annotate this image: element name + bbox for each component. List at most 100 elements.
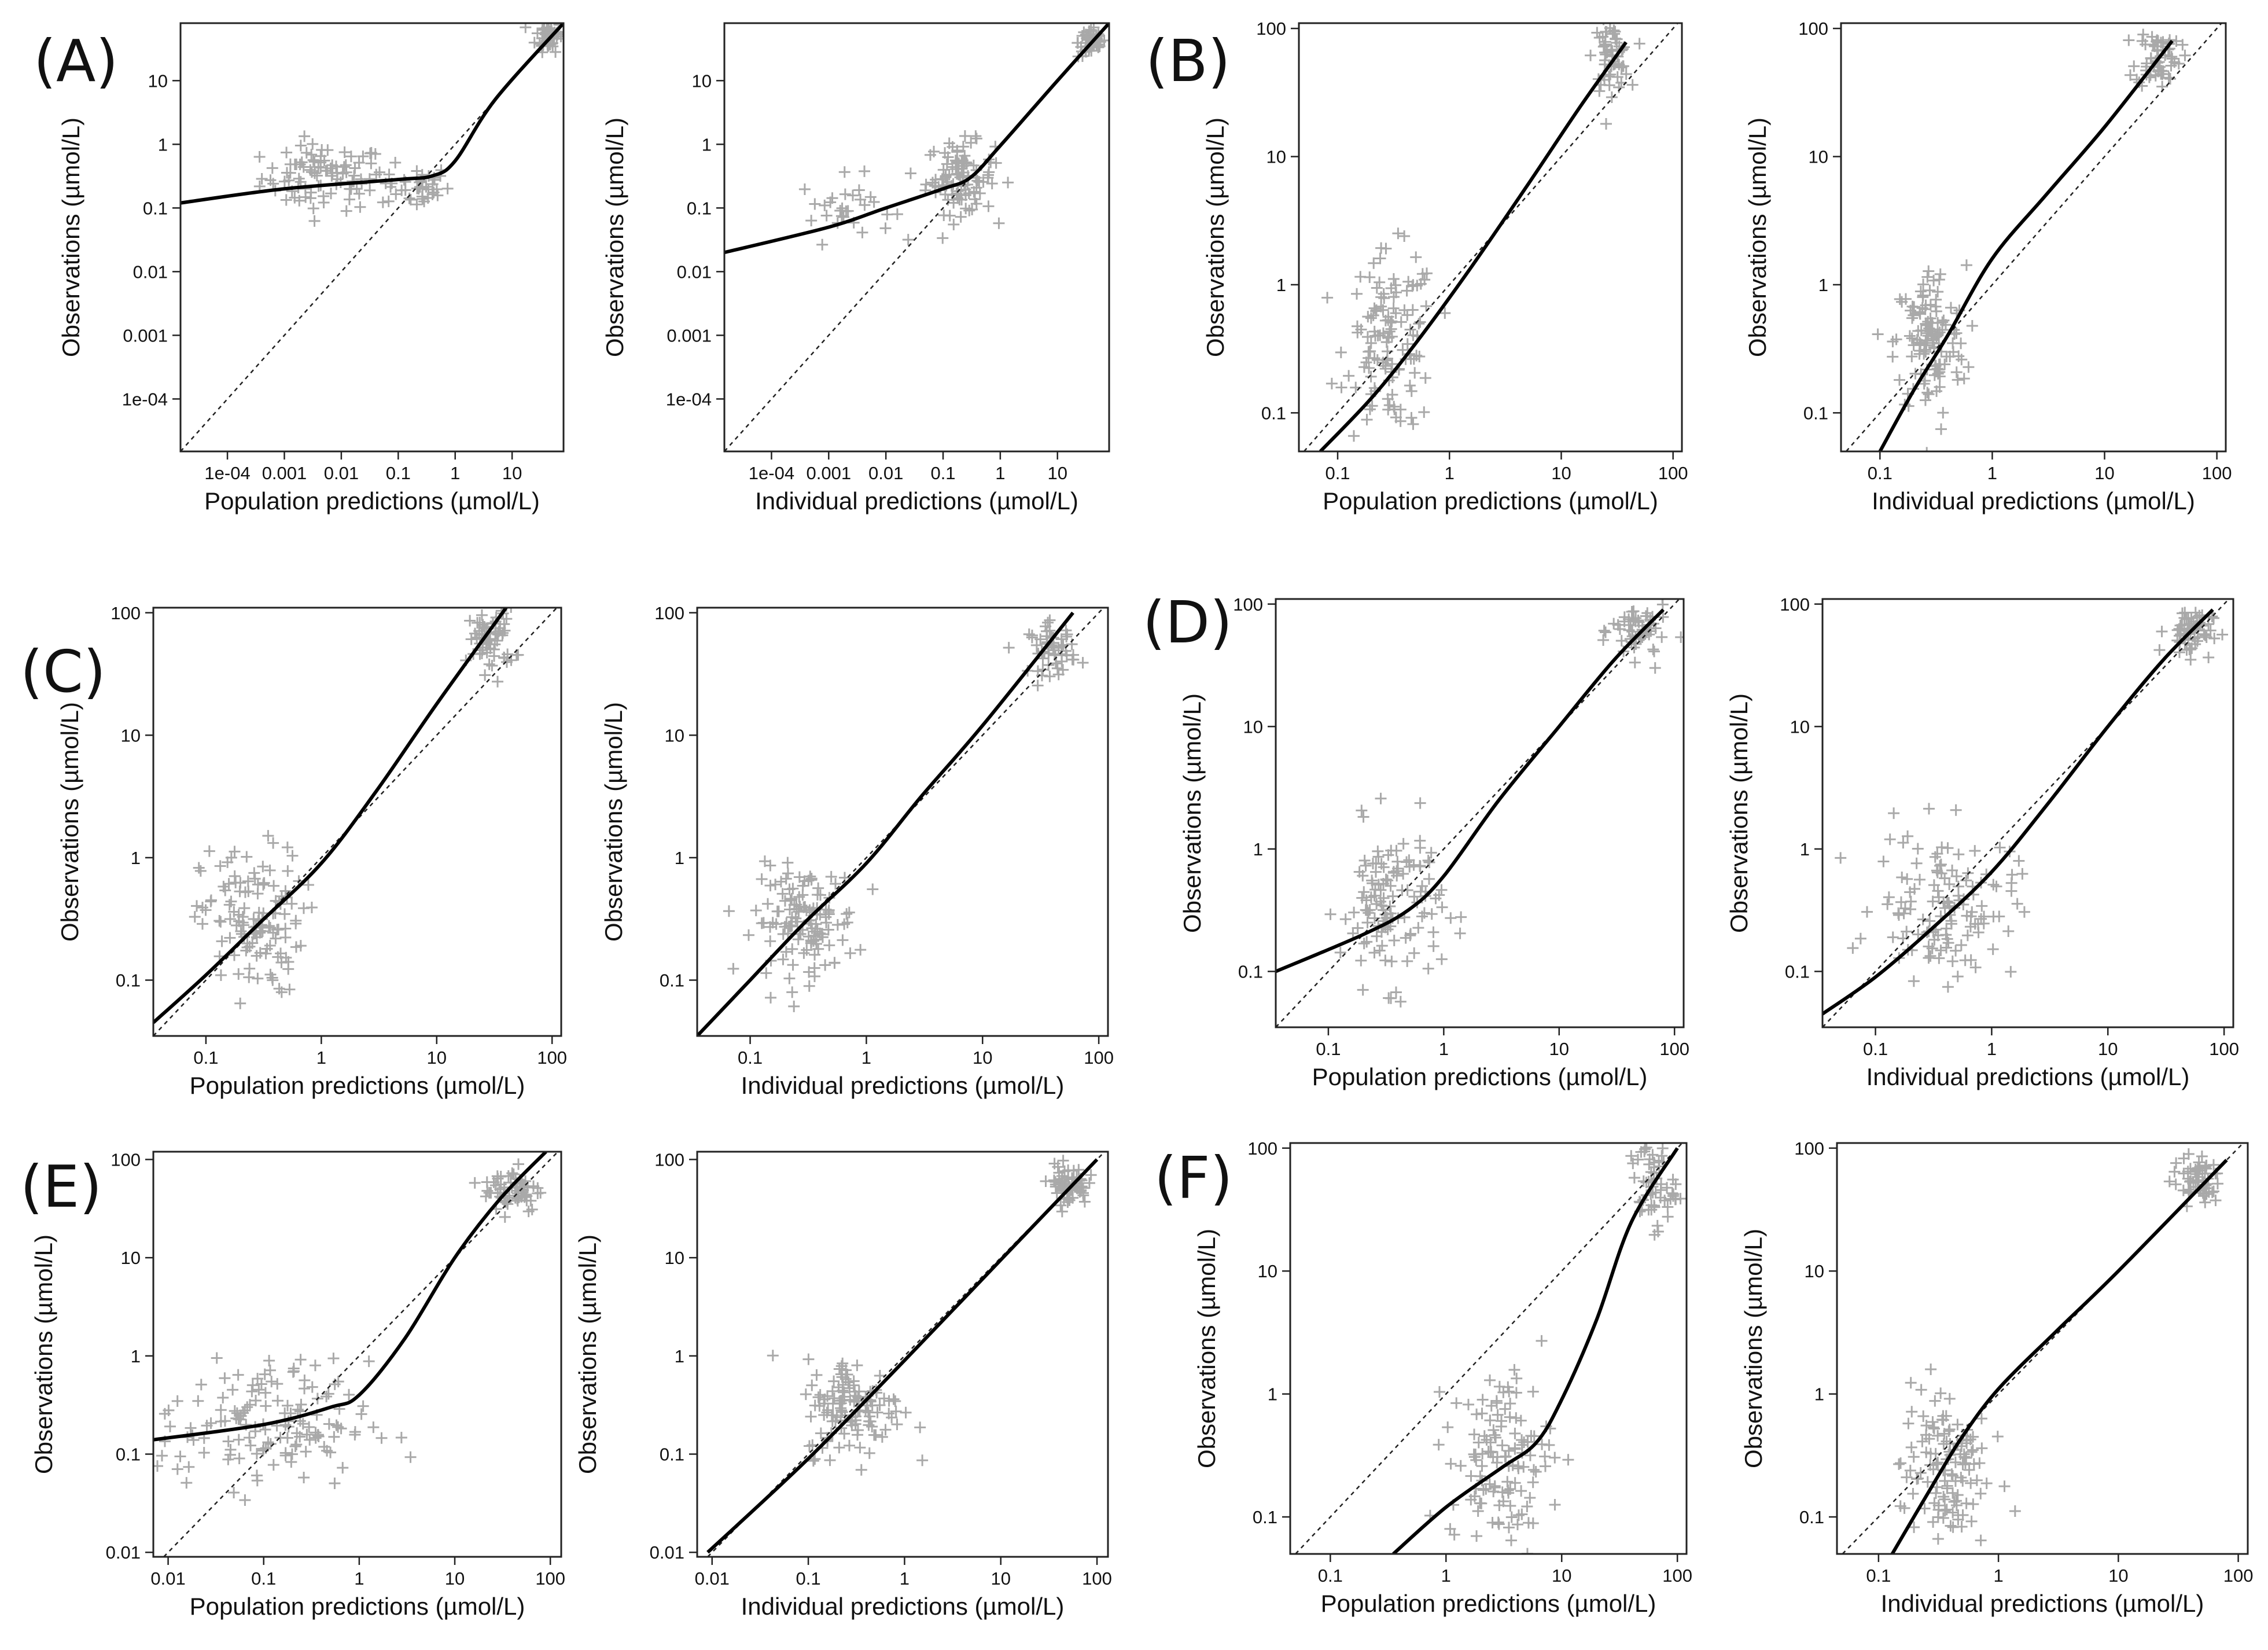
observation-point [1965,1515,1978,1527]
observation-point [1994,841,2006,854]
observation-point [1378,892,1390,904]
observation-point [757,917,770,929]
observation-point [215,1404,227,1416]
panel-letter: (D) [1143,589,1232,656]
y-axis-label: Observations (µmol/L) [574,1234,601,1474]
y-tick-label: 1 [675,1346,684,1366]
observation-point [851,1359,863,1372]
observation-point [1439,307,1451,319]
x-tick-label: 1 [900,1568,910,1589]
observation-point [1401,955,1413,967]
observation-point [1960,1497,1972,1509]
observation-point [837,934,849,946]
observation-point [843,1439,855,1451]
observation-point [1380,874,1392,886]
observation-point [1888,807,1900,820]
observation-point [365,157,377,170]
observation-point [1405,385,1418,397]
observation-point [1958,373,1970,385]
observation-point [1368,302,1380,314]
observation-point [1066,1172,1078,1184]
x-tick-label: 0.1 [796,1568,821,1589]
observation-point [1493,1500,1505,1512]
observation-point [1662,1211,1674,1223]
observation-point [823,906,835,918]
observation-point [1872,328,1884,340]
observation-point [1934,326,1946,339]
y-tick-label: 0.01 [106,1542,141,1563]
observation-point [1387,291,1400,303]
observation-point [251,950,263,962]
observation-point [1361,331,1374,343]
observation-point [1354,271,1367,283]
observation-point [1966,906,1978,918]
observation-point [937,164,949,176]
observation-point [810,934,822,946]
observation-point [198,1447,210,1459]
observation-point [1931,1561,1942,1573]
observation-point [812,882,824,894]
observation-point [809,198,821,210]
observation-point [2166,53,2178,65]
observation-point [1416,910,1428,923]
observation-point [1414,861,1426,873]
observation-point [248,867,260,879]
observation-point [1415,278,1427,290]
observation-point [1347,430,1360,442]
observation-point [1884,833,1896,846]
observation-point [229,1405,241,1417]
observation-point [2185,1175,2197,1187]
observation-point [1933,891,1945,903]
observation-point [1894,374,1906,386]
observation-point [1360,859,1372,872]
observation-point [883,1408,895,1420]
observation-point [2199,629,2211,641]
observation-point [1504,1483,1516,1495]
observation-point [1670,1178,1682,1190]
observation-point [1946,1469,1958,1482]
x-tick-label: 0.1 [1316,1039,1341,1059]
observation-points [1872,28,2191,451]
observation-point [914,1421,926,1434]
x-tick-label: 0.1 [1866,1566,1891,1586]
y-tick-label: 0.1 [1238,962,1263,982]
x-axis-label: Population predictions (µmol/L) [204,487,540,515]
y-tick-label: 10 [665,725,684,745]
observation-point [993,217,1005,229]
observation-point [241,851,253,863]
observation-point [809,949,821,961]
observation-point [1361,414,1373,426]
x-tick-label: 0.1 [738,1048,763,1068]
y-tick-label: 1 [1818,275,1828,295]
observation-point [1483,1478,1496,1490]
observation-point [811,1369,823,1381]
x-tick-label: 10 [1047,463,1067,483]
observation-point [764,935,776,947]
observation-point [1078,1196,1091,1208]
observation-point [1455,911,1467,923]
observation-point [1656,631,1668,643]
observation-point [1034,633,1047,645]
observation-points [1324,599,1684,1008]
panel-letter: (A) [34,27,118,95]
loess-curve [153,608,508,1024]
observation-point [389,157,402,169]
observation-point [842,1376,855,1388]
observation-point [1929,1395,1941,1407]
observation-point [1388,934,1400,946]
observation-point [2151,35,2163,47]
observation-point [1635,1146,1647,1158]
observation-point [299,1383,311,1395]
observation-point [1917,291,1929,303]
observation-point [1382,314,1394,326]
observation-point [217,1392,229,1404]
observation-point [222,1435,234,1447]
observation-point [1945,915,1957,927]
observation-point [1936,841,1948,853]
observation-point [1606,45,1618,57]
observation-point [2180,613,2192,625]
observation-point [2178,1167,2190,1179]
observation-point [779,895,791,907]
observation-point [1387,890,1399,902]
observation-point [1953,350,1965,362]
